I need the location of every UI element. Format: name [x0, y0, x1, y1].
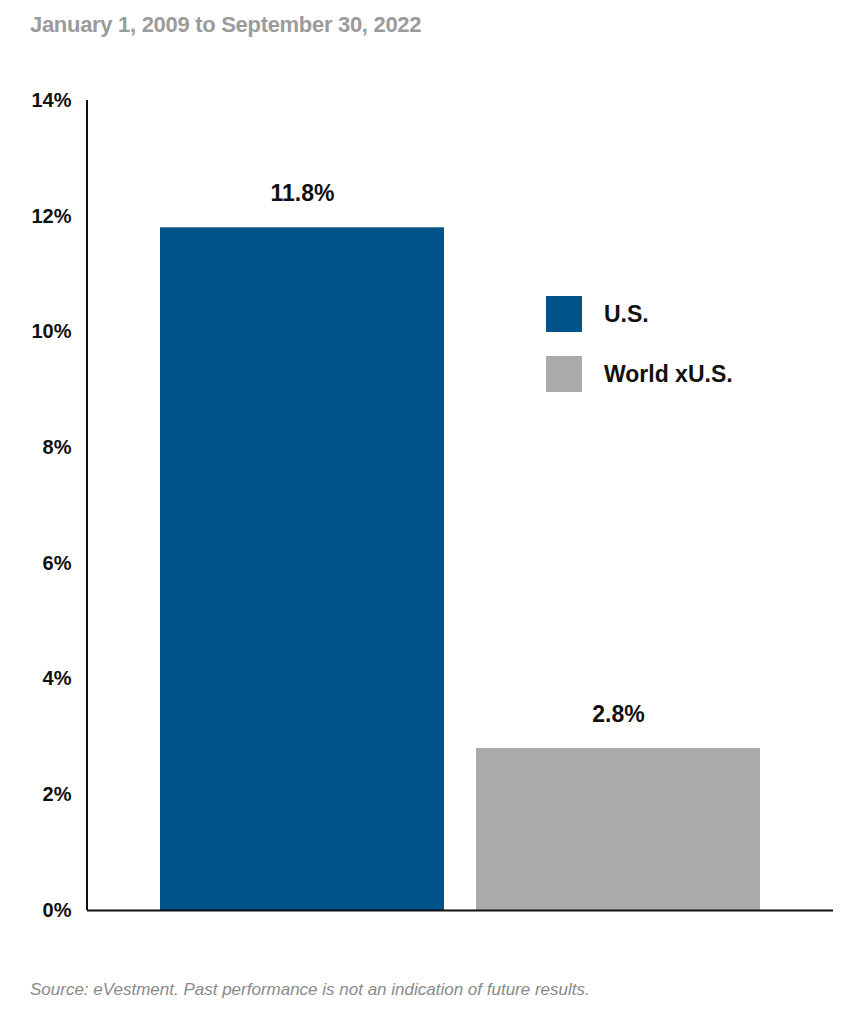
svg-text:8%: 8%: [43, 436, 72, 458]
svg-text:10%: 10%: [31, 320, 71, 342]
svg-text:11.8%: 11.8%: [271, 180, 335, 206]
svg-text:6%: 6%: [43, 552, 72, 574]
svg-text:2.8%: 2.8%: [592, 701, 644, 727]
html-text:January 1, 2009 to September 3: January 1, 2009 to September 30, 2022: [30, 12, 422, 37]
html-text:World xU.S.: World xU.S.: [604, 360, 733, 387]
svg-text:4%: 4%: [43, 667, 72, 689]
svg-text:2%: 2%: [43, 783, 72, 805]
svg-text:14%: 14%: [31, 89, 71, 111]
html-text:Source: eVestment. Past perfor: Source: eVestment. Past performance is n…: [30, 980, 590, 999]
svg-text:12%: 12%: [31, 205, 71, 227]
svg-text:0%: 0%: [43, 899, 72, 921]
html-text:U.S.: U.S.: [604, 300, 649, 327]
